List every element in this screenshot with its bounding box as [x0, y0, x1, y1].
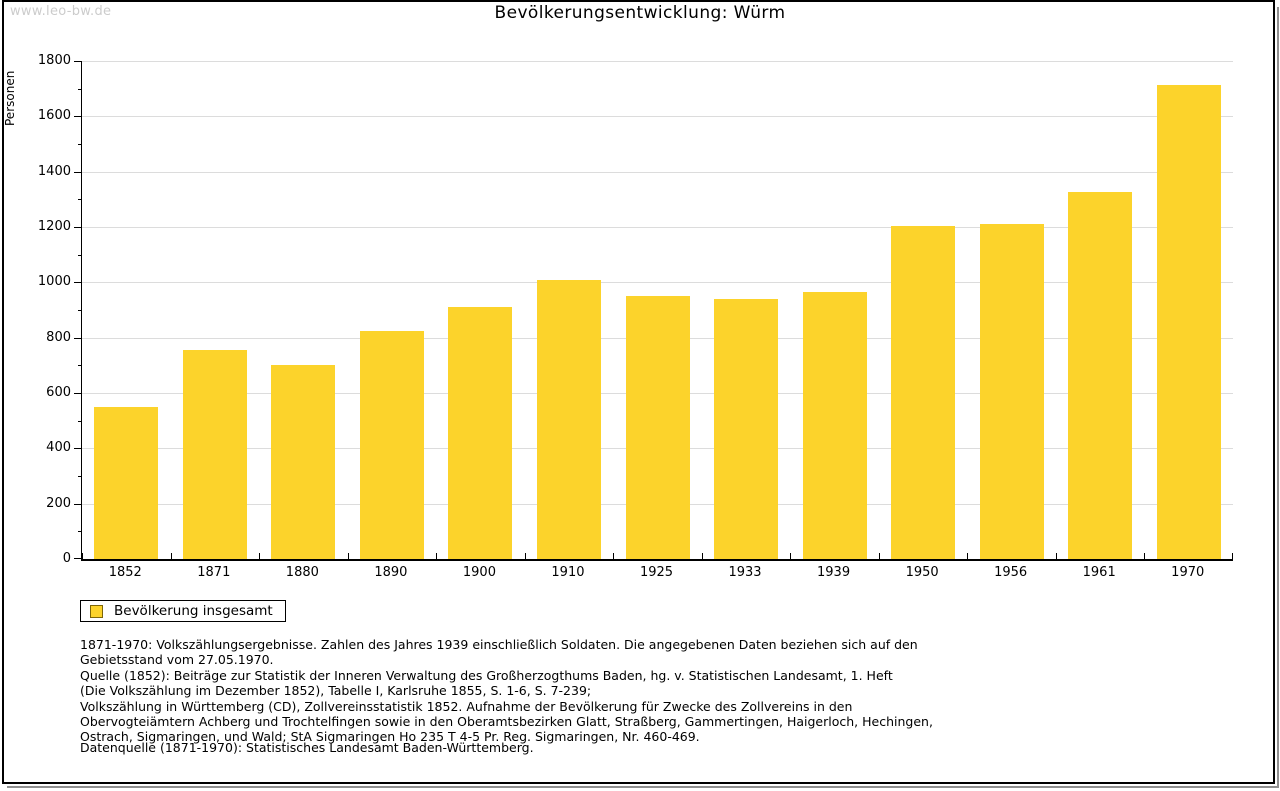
y-major-tick	[74, 337, 82, 339]
bar-1852	[94, 406, 159, 559]
y-tick-label: 600	[46, 385, 71, 400]
gridline	[82, 227, 1233, 228]
y-major-tick	[74, 393, 82, 394]
y-minor-tick	[78, 365, 82, 367]
legend-box: Bevölkerung insgesamt	[80, 600, 286, 622]
legend-label: Bevölkerung insgesamt	[114, 603, 273, 619]
x-boundary-tick	[1232, 553, 1233, 559]
bar-1925	[625, 296, 690, 559]
y-minor-tick	[78, 144, 82, 145]
y-major-tick	[74, 61, 82, 62]
bar-1950	[891, 225, 956, 559]
bar-1939	[802, 292, 867, 559]
x-boundary-tick	[170, 553, 172, 559]
footnote-line: Volkszählung in Württemberg (CD), Zollve…	[80, 698, 853, 714]
frame-shadow-bottom	[7, 786, 1279, 788]
x-tick-label: 1900	[462, 565, 496, 580]
footnote-line: Obervogteiämtern Achberg und Trochtelfin…	[80, 714, 933, 730]
y-minor-tick	[78, 254, 82, 256]
bar-1910	[536, 279, 601, 559]
x-tick-label: 1890	[374, 565, 408, 580]
y-major-tick	[74, 227, 82, 228]
x-boundary-tick	[613, 553, 615, 559]
bar-1933	[714, 298, 779, 559]
gridline	[82, 116, 1233, 118]
footnote-line: Gebietsstand vom 27.05.1970.	[80, 652, 274, 668]
footnote-line: Quelle (1852): Beiträge zur Statistik de…	[80, 667, 893, 683]
x-boundary-tick	[259, 553, 261, 559]
x-boundary-tick	[967, 553, 969, 559]
x-boundary-tick	[347, 553, 349, 559]
bar-1871	[182, 350, 247, 559]
y-tick-label: 400	[46, 440, 71, 456]
x-tick-label: 1933	[728, 565, 762, 580]
y-tick-label: 1600	[37, 108, 71, 124]
y-tick-label: 0	[62, 551, 71, 566]
x-tick-label: 1956	[994, 565, 1028, 580]
y-tick-label: 1000	[37, 274, 71, 290]
y-tick-label: 1200	[37, 219, 71, 234]
x-tick-label: 1939	[817, 565, 851, 580]
x-tick-label: 1852	[108, 565, 142, 580]
footnote-line: Ostrach, Sigmaringen, und Wald; StA Sigm…	[80, 729, 700, 745]
y-major-tick	[74, 448, 82, 450]
gridline	[82, 171, 1233, 173]
plot-area	[74, 61, 1233, 561]
y-minor-tick	[78, 199, 82, 201]
y-minor-tick	[78, 476, 82, 477]
x-tick-label: 1871	[197, 565, 231, 580]
x-boundary-tick	[82, 553, 83, 559]
footnotes-block: 1871-1970: Volkszählungsergebnisse. Zahl…	[80, 637, 933, 745]
gridline	[82, 282, 1233, 284]
data-source-line: Datenquelle (1871-1970): Statistisches L…	[80, 740, 534, 755]
y-major-tick	[74, 282, 82, 284]
x-boundary-tick	[1144, 553, 1146, 559]
x-boundary-tick	[1055, 553, 1057, 559]
x-boundary-tick	[701, 553, 703, 559]
frame-shadow-right	[1277, 7, 1279, 786]
footnote-line: 1871-1970: Volkszählungsergebnisse. Zahl…	[80, 637, 918, 652]
watermark: www.leo-bw.de	[8, 4, 118, 22]
y-tick-label: 1800	[37, 53, 71, 68]
x-tick-label: 1950	[905, 565, 939, 580]
footnote-line: (Die Volkszählung im Dezember 1852), Tab…	[80, 683, 592, 699]
legend-swatch-icon	[90, 604, 103, 618]
y-major-tick	[74, 171, 82, 173]
y-major-tick	[74, 503, 82, 505]
x-tick-label: 1925	[639, 565, 674, 580]
y-minor-tick	[78, 420, 82, 422]
x-boundary-tick	[436, 553, 438, 559]
x-tick-label: 1880	[285, 565, 319, 580]
x-boundary-tick	[878, 553, 880, 559]
y-tick-label: 1400	[37, 163, 71, 179]
x-tick-label: 1961	[1082, 565, 1116, 580]
bar-1961	[1068, 192, 1133, 559]
bar-1956	[979, 224, 1044, 559]
bar-1880	[271, 365, 336, 559]
y-tick-label: 200	[46, 495, 71, 511]
bar-1970	[1156, 84, 1221, 559]
x-boundary-tick	[790, 553, 792, 559]
y-tick-label: 800	[46, 329, 71, 345]
y-major-tick	[74, 558, 82, 559]
bar-1890	[359, 330, 424, 559]
bar-1900	[448, 307, 513, 559]
x-boundary-tick	[524, 553, 526, 559]
y-minor-tick	[78, 88, 82, 90]
y-minor-tick	[78, 531, 82, 533]
y-minor-tick	[78, 310, 82, 311]
x-tick-label: 1970	[1171, 565, 1205, 580]
x-tick-label: 1910	[551, 565, 585, 580]
gridline	[82, 61, 1233, 62]
chart-title: Bevölkerungsentwicklung: Würm	[494, 3, 786, 23]
y-major-tick	[74, 116, 82, 118]
